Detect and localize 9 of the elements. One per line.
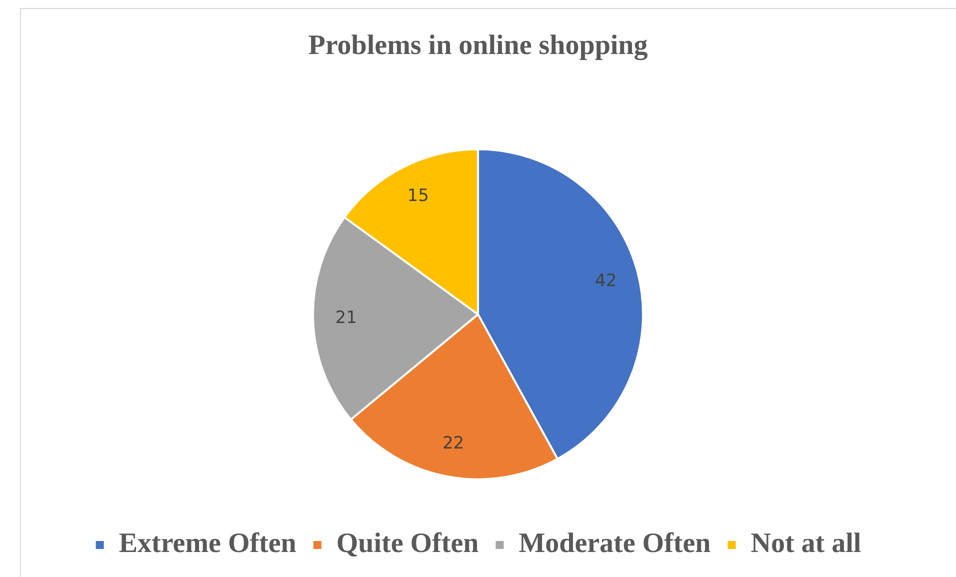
- legend-label: Moderate Often: [518, 528, 712, 560]
- data-label: 22: [442, 433, 464, 454]
- data-label: 42: [595, 270, 617, 291]
- legend-label: Extreme Often: [118, 528, 297, 560]
- chart-title: Problems in online shopping: [308, 30, 648, 62]
- data-label: 15: [407, 186, 429, 206]
- data-label: 21: [335, 308, 357, 328]
- legend-label: Quite Often: [336, 528, 480, 560]
- legend-label: Not at all: [750, 528, 862, 560]
